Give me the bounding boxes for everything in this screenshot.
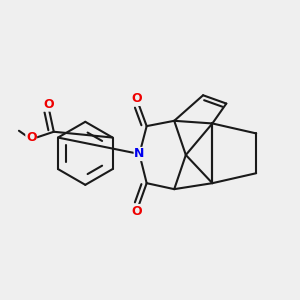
Text: O: O bbox=[44, 98, 54, 111]
Text: N: N bbox=[134, 148, 145, 160]
Text: O: O bbox=[131, 205, 142, 218]
Text: O: O bbox=[131, 92, 142, 105]
Text: O: O bbox=[26, 131, 37, 144]
